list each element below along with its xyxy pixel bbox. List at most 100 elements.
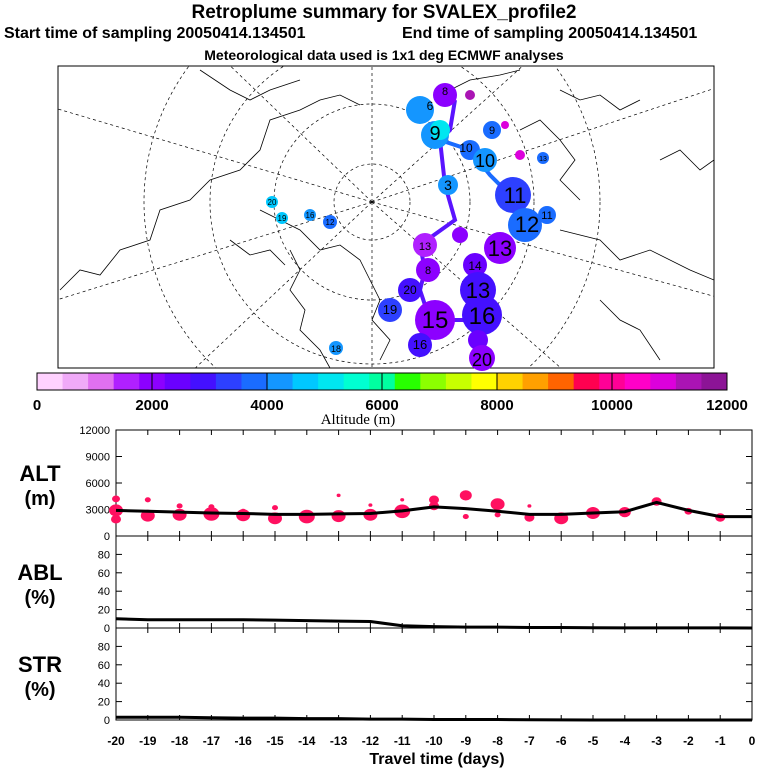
- map-label: 3: [444, 177, 452, 193]
- map-label: 16: [469, 303, 496, 330]
- panel-frame: [115, 535, 753, 629]
- colorbar-swatch: [318, 373, 345, 390]
- x-tick-label: -5: [588, 734, 599, 748]
- x-tick-label: -9: [460, 734, 471, 748]
- colorbar-swatch: [343, 373, 370, 390]
- map-graticule: [58, 66, 714, 368]
- map-label: 13: [539, 156, 547, 163]
- altitude-marker: [111, 514, 121, 524]
- colorbar-swatch: [37, 373, 64, 390]
- colorbar-tick-label: 12000: [706, 397, 748, 414]
- y-axis-unit: (m): [24, 488, 55, 510]
- y-tick-label: 6000: [86, 478, 110, 490]
- colorbar-swatch: [88, 373, 115, 390]
- map-panel: 9 10 11 12 13 13 15 16 16 20 19 20 18 20…: [57, 65, 715, 371]
- y-tick-label: 0: [104, 531, 110, 543]
- map-label: 13: [466, 278, 490, 303]
- series-line: [115, 500, 752, 519]
- series-line: [116, 715, 752, 722]
- colorbar-swatch: [445, 373, 472, 390]
- map-label: 18: [331, 344, 341, 354]
- colorbar-tick-label: 10000: [591, 397, 633, 414]
- map-label: 16: [306, 211, 315, 220]
- map-label: 10: [475, 151, 495, 171]
- colorbar-swatch: [62, 373, 89, 390]
- map-label: 20: [472, 350, 492, 370]
- altitude-marker: [331, 510, 346, 523]
- map-label: 16: [413, 337, 427, 352]
- x-tick-label: -4: [619, 734, 630, 748]
- colorbar-tick-label: 6000: [365, 397, 398, 414]
- map-label: 19: [278, 214, 287, 223]
- map-label: 10: [459, 141, 473, 155]
- map-label: 8: [425, 265, 431, 277]
- y-axis-label: STR: [18, 652, 62, 677]
- y-tick-label: 60: [98, 660, 110, 672]
- panel-alt: 12000 9000 6000 3000 0 ALT(m): [19, 425, 753, 543]
- map-label: 8: [442, 86, 448, 98]
- y-tick-label: 0: [104, 715, 110, 727]
- colorbar-swatch: [624, 373, 651, 390]
- colorbar-swatch: [471, 373, 498, 390]
- colorbar-swatch: [650, 373, 677, 390]
- altitude-marker: [368, 503, 373, 507]
- altitude-marker: [176, 503, 183, 509]
- colorbar-swatch: [164, 373, 191, 390]
- y-tick-label: 9000: [86, 452, 110, 464]
- altitude-marker: [462, 514, 469, 520]
- y-tick-label: 80: [98, 549, 110, 561]
- colorbar-tick-label: 4000: [250, 397, 283, 414]
- colorbar-tick-label: 8000: [480, 397, 513, 414]
- x-tick-label: -3: [651, 734, 662, 748]
- y-tick-label: 80: [98, 641, 110, 653]
- y-tick-label: 40: [98, 586, 110, 598]
- x-tick-label: 0: [749, 734, 756, 748]
- panel-frame: [115, 627, 753, 721]
- colorbar-tick-label: 0: [33, 397, 41, 414]
- x-tick-label: -2: [683, 734, 694, 748]
- map-label: 13: [419, 241, 431, 253]
- colorbar-swatch: [215, 373, 242, 390]
- x-tick-label: -8: [492, 734, 503, 748]
- x-axis: -20 -19 -18 -17 -16 -15 -14 -13 -12 -11 -10 -9 -8 -7-…: [107, 734, 755, 748]
- sampling-start: Start time of sampling 20050414.134501: [4, 25, 306, 42]
- altitude-marker: [298, 509, 315, 524]
- colorbar-swatch: [267, 373, 294, 390]
- colorbar-swatch: [573, 373, 600, 390]
- x-tick-label: -6: [556, 734, 567, 748]
- colorbar-swatch: [701, 373, 728, 390]
- x-tick-label: -7: [524, 734, 535, 748]
- y-tick-label: 60: [98, 568, 110, 580]
- altitude-marker: [112, 495, 120, 503]
- sampling-end: End time of sampling 20050414.134501: [402, 25, 698, 42]
- colorbar-swatch: [420, 373, 447, 390]
- colorbar-swatch: [241, 373, 268, 390]
- altitude-marker: [272, 505, 278, 511]
- map-label: 11: [504, 183, 527, 208]
- x-tick-label: -15: [266, 734, 284, 748]
- y-tick-label: 0: [104, 623, 110, 635]
- x-tick-label: -17: [203, 734, 221, 748]
- colorbar-swatch: [522, 373, 549, 390]
- map-label: 20: [268, 198, 277, 207]
- altitude-marker: [590, 506, 596, 513]
- map-label: 9: [489, 125, 495, 137]
- map-label: 11: [541, 210, 552, 222]
- x-tick-label: -14: [298, 734, 316, 748]
- altitude-marker: [459, 490, 472, 501]
- colorbar-swatch: [548, 373, 575, 390]
- retroplume-track: [266, 83, 556, 371]
- altitude-marker: [208, 504, 215, 510]
- y-tick-label: 40: [98, 678, 110, 690]
- colorbar-swatch: [292, 373, 319, 390]
- altitude-marker: [429, 495, 439, 505]
- colorbar-swatch: [190, 373, 217, 390]
- altitude-marker: [490, 498, 505, 511]
- colorbar-swatch: [394, 373, 421, 390]
- x-tick-label: -16: [235, 734, 253, 748]
- x-axis-label: Travel time (days): [369, 751, 504, 768]
- map-label: 13: [488, 236, 512, 261]
- y-axis-label: ABL: [17, 560, 62, 585]
- x-tick-label: -20: [107, 734, 125, 748]
- colorbar-tick-label: 2000: [135, 397, 168, 414]
